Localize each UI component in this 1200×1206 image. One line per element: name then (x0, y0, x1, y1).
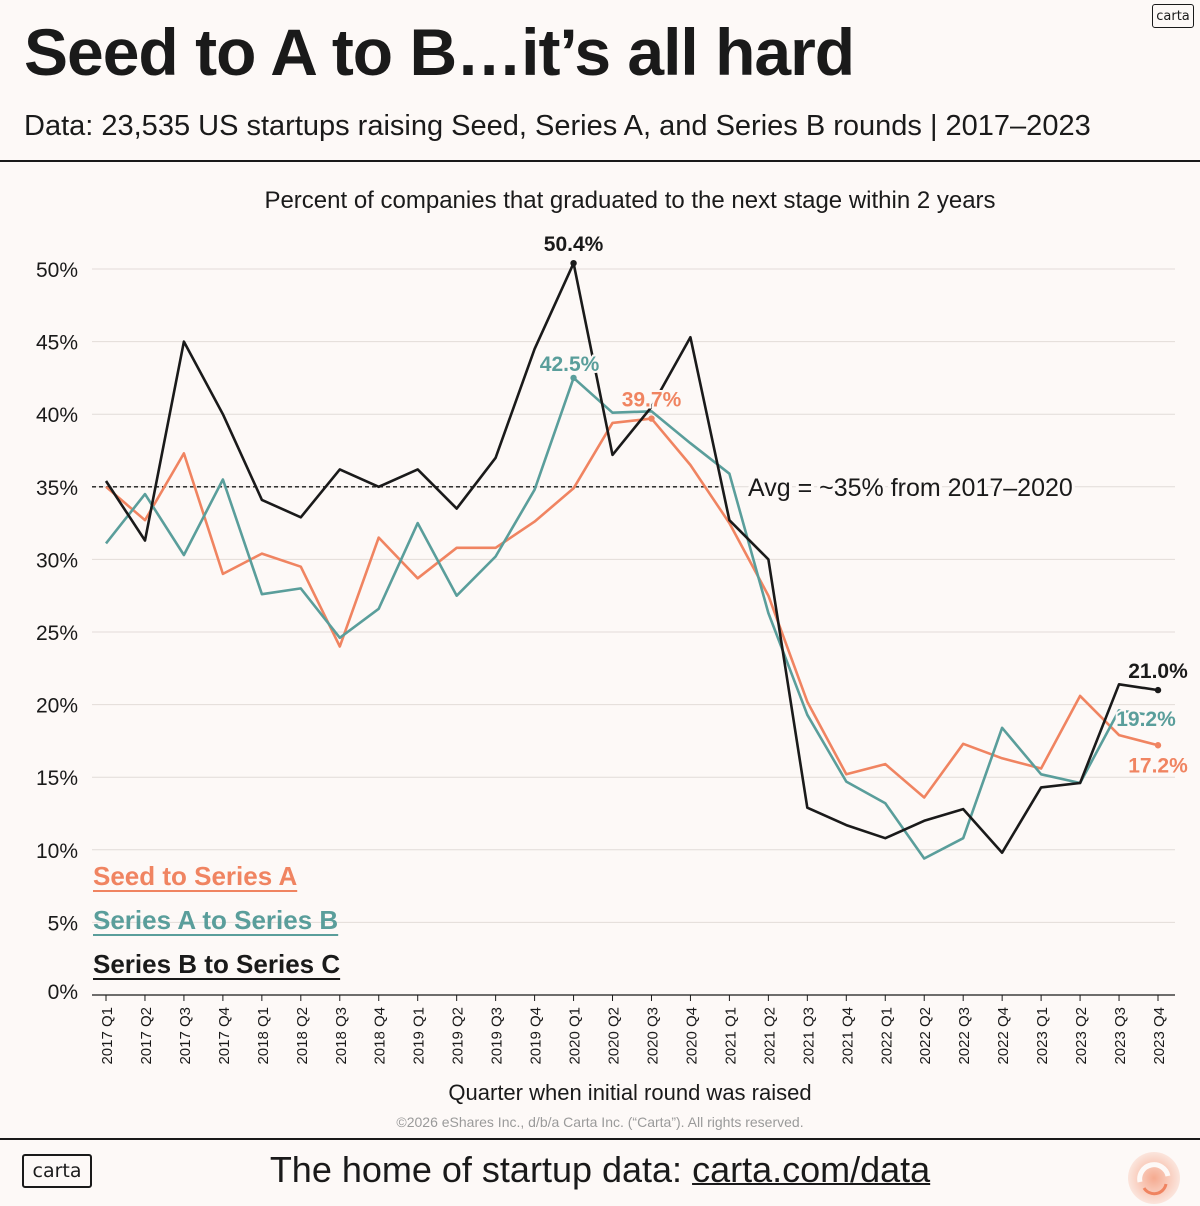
footer-tagline-text: The home of startup data: (269, 1149, 693, 1190)
seed-to-series-a-data-label: 39.7% (622, 389, 682, 412)
y-tick-label: 15% (36, 767, 78, 790)
x-tick-label: 2019 Q4 (528, 1007, 545, 1065)
carta-logo-bottom[interactable]: carta (22, 1154, 92, 1188)
x-tick-label: 2019 Q3 (489, 1007, 506, 1065)
chart-title: Percent of companies that graduated to t… (264, 187, 995, 214)
y-tick-label: 35% (36, 477, 78, 500)
x-tick-label: 2021 Q4 (839, 1007, 856, 1065)
x-tick-label: 2019 Q1 (411, 1007, 428, 1065)
series-a-to-series-b-data-label: 42.5% (540, 353, 600, 376)
x-axis-title: Quarter when initial round was raised (448, 1080, 811, 1105)
x-tick-label: 2023 Q2 (1073, 1007, 1090, 1065)
x-tick-label: 2018 Q3 (333, 1007, 350, 1065)
x-tick-label: 2021 Q1 (722, 1007, 739, 1065)
line-chart: Percent of companies that graduated to t… (36, 187, 1190, 1105)
x-tick-label: 2017 Q2 (138, 1007, 155, 1065)
page-title: Seed to A to B…it’s all hard (24, 15, 855, 89)
y-tick-label: 45% (36, 332, 78, 355)
series-a-to-series-b-marker (1154, 713, 1162, 720)
x-tick-label: 2020 Q4 (683, 1007, 700, 1065)
x-tick-label: 2022 Q4 (995, 1007, 1012, 1065)
x-tick-label: 2023 Q1 (1034, 1007, 1051, 1065)
seed-to-series-a-line (105, 417, 1159, 799)
copyright-notice: ©2026 eShares Inc., d/b/a Carta Inc. (“C… (396, 1114, 804, 1130)
legend-seed-to-series-a: Seed to Series A (93, 861, 297, 891)
footer-divider (0, 1138, 1200, 1140)
x-tick-label: 2020 Q3 (644, 1007, 661, 1065)
series-a-to-series-b-marker (570, 374, 577, 382)
seed-to-series-a-data-label: 17.2% (1128, 754, 1188, 777)
series-b-to-series-c-data-label: 21.0% (1128, 660, 1188, 683)
legend-series-a-to-series-b: Series A to Series B (93, 905, 338, 935)
series-b-to-series-c-line (104, 261, 1159, 855)
y-tick-label: 0% (48, 981, 78, 1004)
carta-swirl-icon (1128, 1152, 1180, 1204)
seed-to-series-a-marker (1154, 742, 1162, 749)
series-a-to-series-b-line (104, 376, 1159, 860)
series-b-to-series-c-marker (1154, 686, 1162, 694)
page-subtitle: Data: 23,535 US startups raising Seed, S… (24, 110, 1091, 142)
footer-tagline: The home of startup data: carta.com/data (0, 1149, 1200, 1191)
seed-to-series-a-marker (648, 415, 655, 422)
x-tick-label: 2021 Q3 (800, 1007, 817, 1065)
x-tick-label: 2017 Q3 (177, 1007, 194, 1065)
x-tick-label: 2023 Q3 (1112, 1007, 1129, 1065)
y-tick-label: 50% (36, 259, 78, 282)
x-tick-label: 2022 Q2 (917, 1007, 934, 1065)
x-tick-label: 2023 Q4 (1151, 1007, 1168, 1065)
y-tick-label: 10% (36, 840, 78, 863)
x-tick-label: 2020 Q2 (606, 1007, 623, 1065)
header-divider (0, 160, 1200, 162)
y-tick-label: 5% (48, 912, 78, 935)
carta-logo-top[interactable]: carta (1152, 4, 1194, 28)
legend-series-b-to-series-c: Series B to Series C (93, 949, 340, 979)
y-tick-label: 40% (36, 404, 78, 427)
series-a-to-series-b-data-label: 19.2% (1116, 708, 1176, 731)
x-tick-label: 2017 Q4 (216, 1007, 233, 1065)
carta-data-link[interactable]: carta.com/data (692, 1149, 931, 1190)
x-tick-label: 2017 Q1 (99, 1007, 116, 1065)
series-b-to-series-c-data-label: 50.4% (544, 233, 604, 256)
x-tick-label: 2018 Q1 (255, 1007, 272, 1065)
series-b-to-series-c-marker (570, 259, 577, 267)
y-tick-label: 20% (36, 695, 78, 718)
x-tick-label: 2022 Q1 (878, 1007, 895, 1065)
x-tick-label: 2018 Q4 (372, 1007, 389, 1065)
x-tick-label: 2018 Q2 (294, 1007, 311, 1065)
x-tick-label: 2019 Q2 (450, 1007, 467, 1065)
average-reference-label: Avg = ~35% from 2017–2020 (748, 474, 1073, 502)
x-tick-label: 2020 Q1 (567, 1007, 584, 1065)
y-tick-label: 30% (36, 549, 78, 572)
y-tick-label: 25% (36, 622, 78, 645)
x-tick-label: 2021 Q2 (761, 1007, 778, 1065)
x-tick-label: 2022 Q3 (956, 1007, 973, 1065)
